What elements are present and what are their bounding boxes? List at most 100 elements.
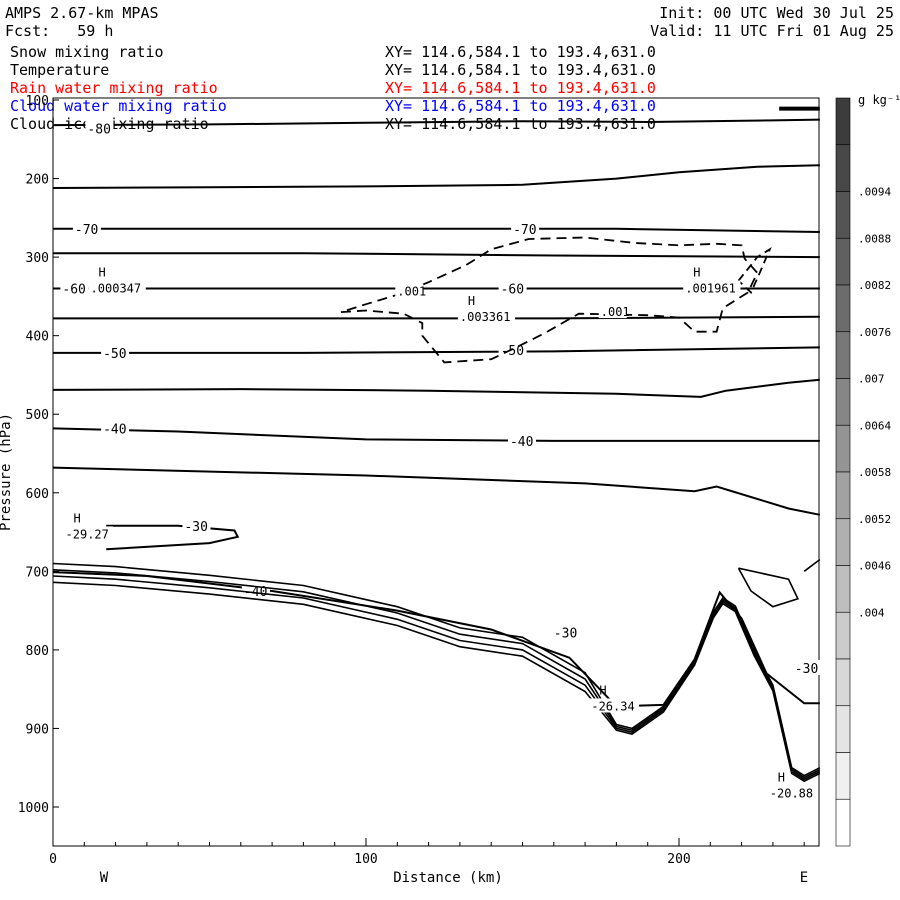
colorbar-label: .007 (858, 373, 885, 386)
high-marker: H (99, 266, 106, 280)
ice-label: .001 (601, 305, 630, 319)
isotherm-label-bg (507, 432, 536, 448)
colorbar-swatch (835, 424, 851, 473)
high-value: .000347 (91, 282, 142, 296)
isotherm-line (52, 427, 820, 442)
east-label: E (800, 870, 808, 886)
colorbar-label: .0064 (858, 419, 891, 432)
colorbar-unit: g kg⁻¹ (858, 93, 900, 107)
isotherm-label-bg (60, 280, 89, 296)
colorbar: .0094 .0088 .0082 .0076 .007 .0064 .0058 .0052.… (835, 97, 891, 847)
field-name-rain: Rain water mixing ratio (10, 79, 218, 97)
high-value-bg (683, 280, 741, 295)
y-tick-label: 100 (26, 94, 49, 109)
isotherm-line (52, 466, 821, 516)
colorbar-swatch (835, 658, 851, 707)
temperature-contours: -80-70 -70-60 -60-50 -50-40-40-30-40-30-30 (52, 118, 821, 708)
chart-title: AMPS 2.67-km MPAS (5, 4, 159, 22)
colorbar-label: .004 (858, 606, 885, 619)
high-value-bg (767, 785, 818, 800)
east-closed-contour (737, 567, 800, 608)
isotherm-line (53, 346, 820, 354)
y-tick-label: 500 (26, 408, 49, 423)
high-value-bg (457, 308, 516, 323)
colorbar-swatch (835, 284, 851, 333)
high-marker: H (778, 771, 785, 785)
colorbar-swatch (835, 378, 851, 426)
isotherm-label: -70 (75, 223, 98, 238)
high-marker: H (599, 683, 606, 697)
field-xy-temperature: XY= 114.6,584.1 to 193.4,631.0 (385, 61, 656, 79)
field-xy-snow: XY= 114.6,584.1 to 193.4,631.0 (385, 43, 656, 61)
high-markers: H -29.27 H -26.34 H -20.88 H .000347 H .003361 H .0… (63, 266, 818, 801)
isotherm-line (53, 315, 820, 320)
x-axis-label: Distance (km) (393, 870, 503, 886)
y-tick-label: 200 (26, 173, 49, 188)
isotherm-label-bg (85, 120, 114, 136)
high-value: -26.34 (591, 699, 634, 713)
high-value: -20.88 (770, 787, 813, 801)
field-name-cloud-water: Cloud water mixing ratio (10, 97, 227, 115)
west-label: W (100, 870, 109, 886)
ice-contour-east (737, 247, 772, 295)
colorbar-swatch (835, 144, 851, 192)
forecast-hour: Fcst: 59 h (5, 22, 114, 40)
ice-contour (340, 236, 759, 364)
isotherm-line (106, 524, 240, 551)
isotherm-line (52, 164, 820, 189)
y-tick-label: 300 (26, 251, 49, 266)
isotherm-label-bg (182, 517, 211, 533)
isotherm-line (53, 227, 820, 233)
y-tick-label: 900 (26, 722, 49, 737)
colorbar-swatch (835, 705, 851, 753)
high-value: -29.27 (66, 527, 109, 541)
isotherm-label: -60 (62, 283, 85, 298)
colorbar-label: .0076 (858, 326, 891, 339)
high-value-bg (589, 698, 639, 713)
ice-label-bg (395, 283, 424, 298)
colorbar-swatch (835, 471, 851, 520)
high-value: .001961 (685, 282, 736, 296)
isotherm-label: -50 (103, 347, 126, 362)
y-tick-label: 400 (26, 330, 49, 345)
isotherm-label: -40 (103, 422, 126, 437)
field-name-snow: Snow mixing ratio (10, 43, 164, 61)
terrain-line (52, 581, 821, 783)
colorbar-swatch (835, 611, 851, 660)
isotherm-label-bg (101, 420, 130, 436)
y-tick-label: 1000 (18, 801, 49, 816)
valid-time: Valid: 11 UTC Fri 01 Aug 25 (650, 22, 894, 40)
isotherm-line (52, 378, 820, 398)
colorbar-swatch (835, 518, 851, 566)
isotherm-label-bg (101, 344, 130, 360)
field-xy-cloud-water: XY= 114.6,584.1 to 193.4,631.0 (385, 97, 656, 115)
colorbar-swatch (835, 798, 851, 847)
colorbar-label: .0052 (858, 513, 891, 526)
isotherm-label: -50 (501, 344, 524, 359)
terrain-line (52, 569, 821, 779)
high-value-bg (63, 526, 114, 541)
colorbar-swatch (835, 752, 851, 800)
y-tick-label: 600 (26, 487, 49, 502)
y-axis-label: Pressure (hPa) (0, 413, 14, 531)
terrain-line (52, 562, 821, 777)
isotherm-label-bg (511, 220, 540, 236)
x-tick-label: 200 (667, 852, 690, 867)
colorbar-label: .0046 (858, 560, 891, 573)
colorbar-swatch (835, 565, 851, 613)
isotherm-line (53, 252, 820, 259)
field-xy-rain: XY= 114.6,584.1 to 193.4,631.0 (385, 79, 656, 97)
isotherm-label: -40 (510, 435, 533, 450)
ice-label: .001 (397, 285, 426, 299)
isotherm-label-bg (792, 659, 821, 675)
colorbar-swatch (835, 97, 851, 146)
ice-label-bg (598, 304, 627, 319)
isotherm-label-bg (551, 624, 580, 640)
high-marker: H (693, 266, 700, 280)
colorbar-swatch (835, 191, 851, 239)
colorbar-swatch (835, 237, 851, 286)
axis-ticks: 100 200 300 400 500 600 700 800 900 1000 0 100 200 (18, 94, 805, 867)
isotherm-label: -30 (554, 627, 577, 642)
colorbar-swatch (835, 331, 851, 379)
